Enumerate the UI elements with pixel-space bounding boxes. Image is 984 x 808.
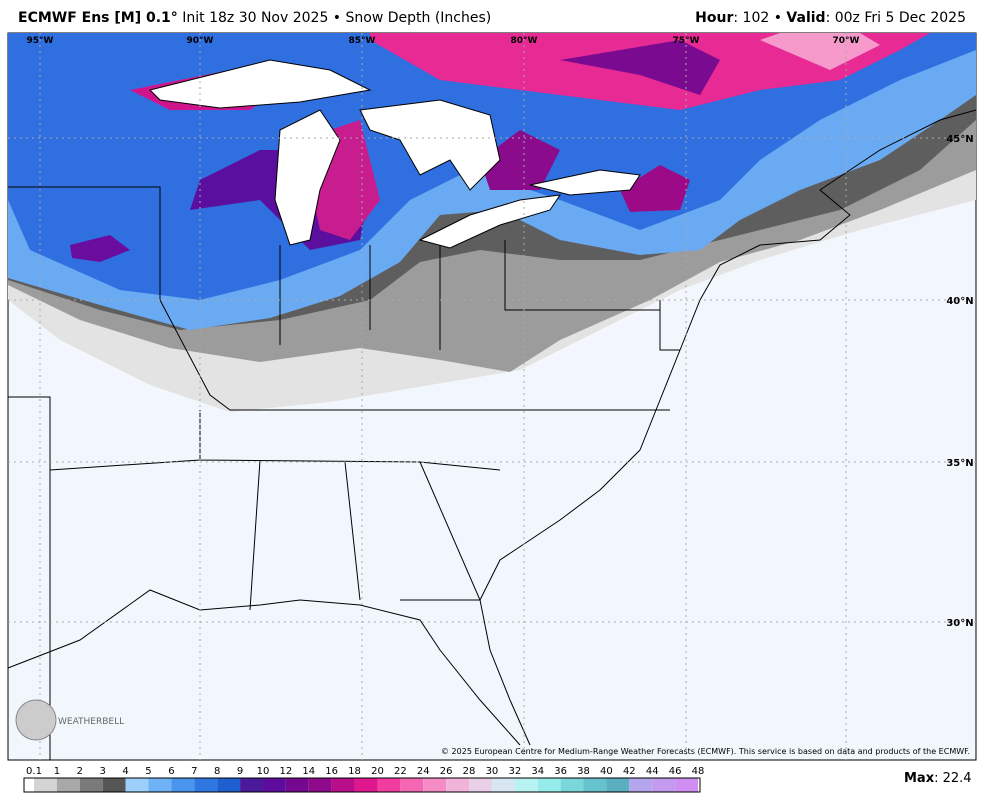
logo-mark	[15, 699, 57, 741]
colorbar-label: 10	[257, 766, 270, 777]
colorbar-label: 2	[77, 766, 83, 777]
colorbar-label: 0.1	[26, 766, 42, 777]
colorbar-box	[24, 778, 34, 792]
lon-label: 70°W	[833, 36, 860, 46]
copyright: © 2025 European Centre for Medium-Range …	[441, 747, 970, 756]
colorbar-box	[285, 778, 309, 792]
colorbar-box	[102, 778, 126, 792]
colorbar-label: 22	[394, 766, 407, 777]
colorbar-box	[514, 778, 538, 792]
colorbar-box	[537, 778, 561, 792]
colorbar-label: 24	[417, 766, 430, 777]
colorbar-box	[652, 778, 676, 792]
model-name: ECMWF Ens [M] 0.1°	[18, 10, 178, 26]
colorbar: 0.1 1 2 3 4 5 6 7 8 9 10 12 14 16 18 20 22 24 26 28 30 32 34 36…	[23, 766, 705, 793]
colorbar-label: 28	[463, 766, 476, 777]
colorbar-label: 3	[100, 766, 106, 777]
colorbar-box	[606, 778, 630, 792]
colorbar-label: 6	[168, 766, 174, 777]
max-value: Max: 22.4	[904, 771, 972, 786]
lon-label: 75°W	[673, 36, 700, 46]
colorbar-label: 4	[122, 766, 128, 777]
colorbar-box	[125, 778, 149, 792]
lon-label: 95°W	[27, 36, 54, 46]
colorbar-box	[354, 778, 378, 792]
graticule	[8, 33, 976, 760]
colorbar-box	[491, 778, 515, 792]
colorbar-box	[400, 778, 424, 792]
colorbar-box	[560, 778, 584, 792]
colorbar-label: 18	[348, 766, 361, 777]
colorbar-label: 20	[371, 766, 384, 777]
colorbar-box	[446, 778, 470, 792]
colorbar-label: 7	[191, 766, 197, 777]
colorbar-box	[469, 778, 492, 792]
colorbar-label: 36	[554, 766, 567, 777]
colorbar-label: 14	[302, 766, 315, 777]
colorbar-box	[194, 778, 218, 792]
colorbar-box	[262, 778, 286, 792]
lat-label: 45°N	[946, 134, 973, 145]
valid-label: Valid	[786, 10, 826, 26]
colorbar-label: 8	[214, 766, 220, 777]
colorbar-box	[79, 778, 103, 792]
colorbar-box	[377, 778, 401, 792]
colorbar-box	[308, 778, 332, 792]
colorbar-label: 42	[623, 766, 636, 777]
colorbar-label: 38	[577, 766, 590, 777]
colorbar-box	[217, 778, 241, 792]
colorbar-label: 16	[325, 766, 338, 777]
colorbar-box	[148, 778, 172, 792]
header-left: ECMWF Ens [M] 0.1° Init 18z 30 Nov 2025 …	[18, 10, 491, 26]
colorbar-box	[629, 778, 653, 792]
valid-text: : 00z Fri 5 Dec 2025	[825, 10, 966, 26]
labels: 95°W 90°W 85°W 80°W 75°W 70°W 45°N 40°N 35°N 30°N	[27, 36, 974, 629]
hour-label: Hour	[695, 10, 734, 26]
colorbar-label: 5	[145, 766, 151, 777]
colorbar-box	[171, 778, 195, 792]
max-text: : 22.4	[934, 771, 972, 786]
colorbar-box	[56, 778, 80, 792]
colorbar-box	[675, 778, 698, 792]
lat-label: 30°N	[946, 618, 973, 629]
colorbar-label: 26	[440, 766, 453, 777]
run-info: Init 18z 30 Nov 2025 • Snow Depth (Inche…	[182, 10, 492, 26]
logo-text: WEATHERBELL	[58, 717, 124, 727]
colorbar-box	[583, 778, 607, 792]
lat-label: 35°N	[946, 458, 973, 469]
lat-label: 40°N	[946, 296, 973, 307]
colorbar-label: 12	[279, 766, 292, 777]
colorbar-box	[331, 778, 355, 792]
colorbar-box	[423, 778, 447, 792]
header-right: Hour: 102 • Valid: 00z Fri 5 Dec 2025	[695, 10, 966, 26]
colorbar-label: 48	[692, 766, 705, 777]
colorbar-label: 40	[600, 766, 613, 777]
colorbar-label: 1	[54, 766, 60, 777]
colorbar-label: 44	[646, 766, 659, 777]
boundaries	[7, 109, 977, 760]
colorbar-frame	[23, 777, 701, 793]
hour-text: : 102 •	[733, 10, 787, 26]
colorbar-label: 30	[486, 766, 499, 777]
colorbar-box	[34, 778, 57, 792]
lon-label: 80°W	[511, 36, 538, 46]
colorbar-box	[240, 778, 263, 792]
max-label: Max	[904, 771, 935, 786]
colorbar-label: 32	[508, 766, 521, 777]
lon-label: 90°W	[187, 36, 214, 46]
colorbar-label: 9	[237, 766, 243, 777]
colorbar-label: 34	[531, 766, 544, 777]
lon-label: 85°W	[349, 36, 376, 46]
great-lakes	[149, 59, 641, 249]
colorbar-label: 46	[669, 766, 682, 777]
